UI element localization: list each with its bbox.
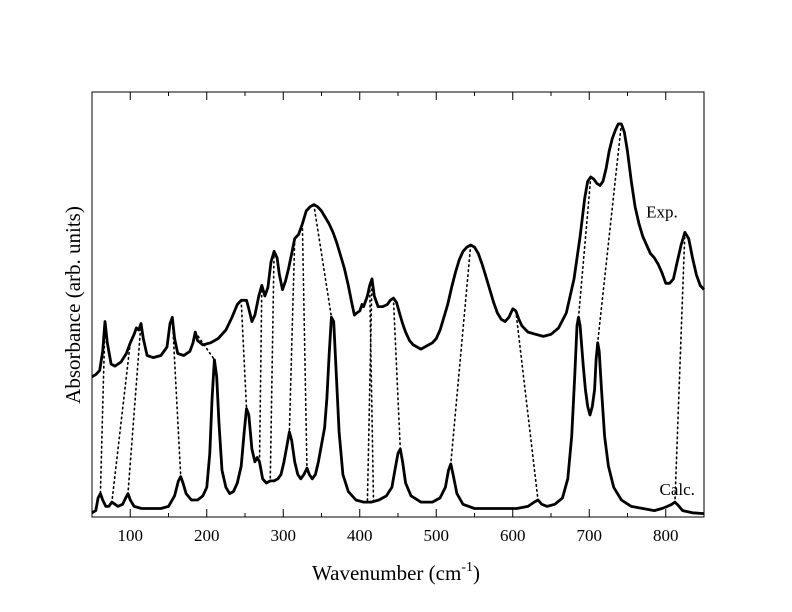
- series-label-exp: Exp.: [646, 202, 678, 221]
- correlation-line: [368, 284, 375, 503]
- correlation-line: [269, 250, 275, 482]
- x-tick-label: 700: [577, 526, 603, 545]
- correlation-line: [258, 284, 263, 463]
- correlation-line: [596, 123, 623, 344]
- correlation-lines: [99, 123, 686, 503]
- x-tick-label: 200: [194, 526, 220, 545]
- correlation-line: [366, 278, 373, 503]
- correlation-line: [194, 331, 216, 361]
- correlation-line: [449, 244, 472, 465]
- series-line-exp: [91, 122, 706, 379]
- x-tick-labels: 100 200 300 400 500 600 700 800: [118, 526, 679, 545]
- correlation-line: [392, 297, 402, 450]
- correlation-line: [301, 222, 308, 469]
- correlation-line: [674, 231, 686, 503]
- correlation-line: [171, 316, 182, 478]
- x-tick-label: 800: [653, 526, 679, 545]
- series-label-calc: Calc.: [660, 480, 695, 499]
- correlation-line: [127, 322, 142, 495]
- correlation-line: [515, 310, 539, 501]
- x-axis-label: Wavenumber (cm-1): [312, 560, 480, 585]
- x-tick-label: 500: [424, 526, 450, 545]
- correlation-line: [313, 203, 333, 319]
- x-axis-label-superscript: -1: [461, 560, 473, 575]
- y-axis-label: Absorbance (arb. units): [61, 206, 85, 404]
- series-line-calc: [91, 315, 705, 515]
- correlation-line: [288, 237, 296, 433]
- plot-frame: [91, 91, 705, 518]
- series-group: [91, 122, 706, 515]
- x-axis-label-close: ): [473, 561, 480, 585]
- x-tick-label: 100: [118, 526, 144, 545]
- x-tick-label: 300: [271, 526, 297, 545]
- x-axis-label-main: Wavenumber (cm: [312, 561, 461, 585]
- series-labels: Exp. Calc.: [646, 202, 695, 499]
- correlation-line: [577, 176, 592, 319]
- correlation-line: [240, 299, 248, 410]
- axis-ticks: [91, 92, 705, 517]
- x-tick-label: 400: [347, 526, 373, 545]
- correlation-line: [99, 320, 106, 495]
- x-tick-label: 600: [500, 526, 526, 545]
- correlation-line: [111, 341, 132, 503]
